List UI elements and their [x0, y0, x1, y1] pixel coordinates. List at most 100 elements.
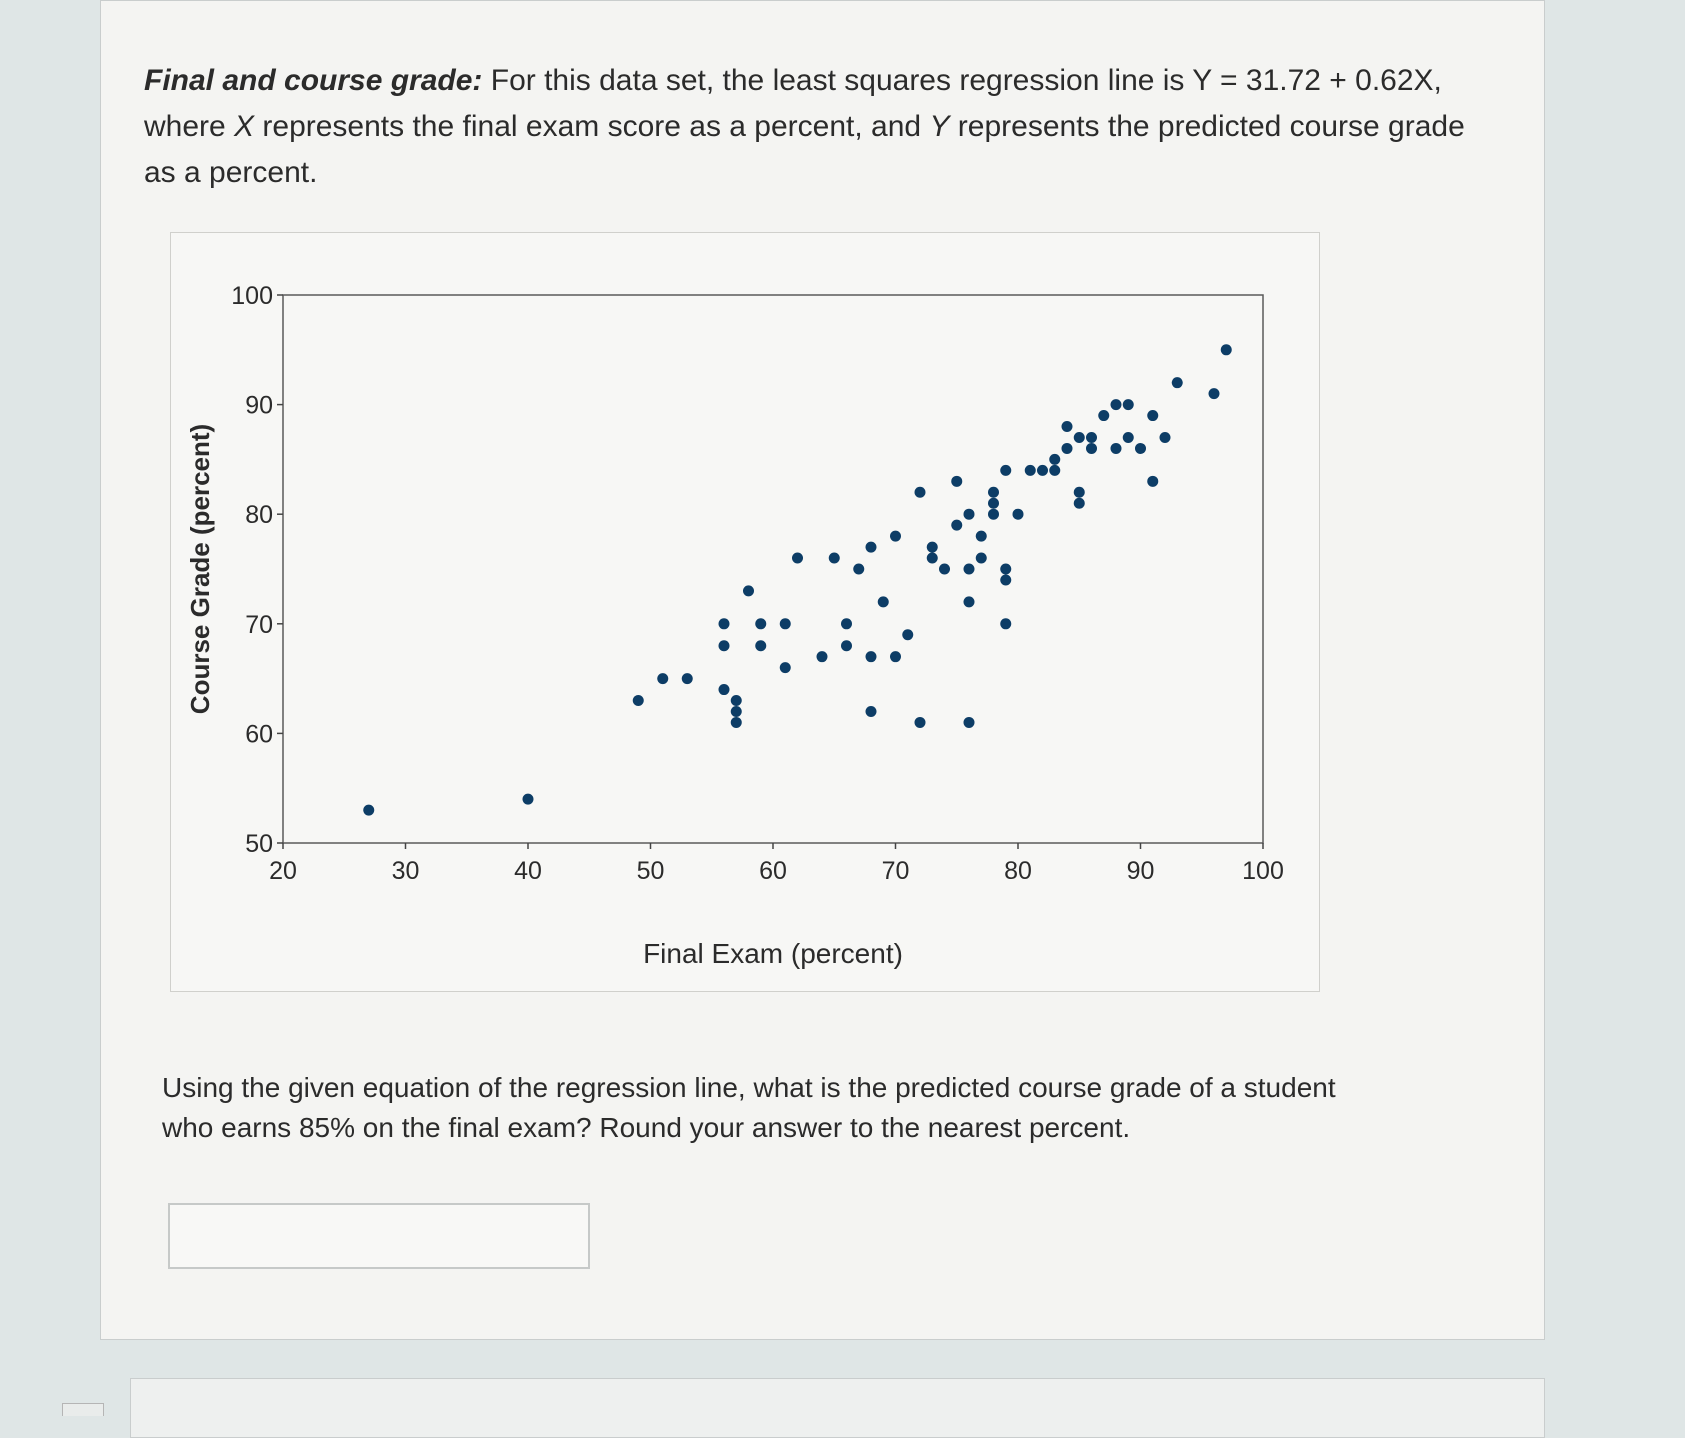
data-point: [902, 629, 914, 641]
data-point: [681, 673, 693, 685]
data-point: [841, 618, 852, 630]
x-tick-label: 40: [514, 857, 542, 885]
data-point: [1171, 377, 1183, 389]
data-point: [865, 705, 877, 717]
x-tick-label: 90: [1127, 857, 1155, 885]
data-point: [841, 640, 852, 652]
data-point: [951, 519, 963, 531]
data-point: [988, 497, 999, 509]
x-tick-label: 50: [637, 857, 665, 885]
data-point: [779, 662, 791, 674]
var-x: X: [234, 110, 255, 143]
data-point: [755, 640, 767, 652]
data-point: [914, 486, 926, 498]
data-point: [963, 508, 975, 520]
next-problem-panel: [130, 1378, 1545, 1438]
answer-input[interactable]: [168, 1203, 590, 1269]
data-point: [951, 475, 963, 487]
data-point: [1208, 388, 1220, 400]
data-point: [1061, 442, 1073, 454]
data-point: [828, 552, 840, 564]
x-tick-label: 80: [1004, 857, 1032, 885]
data-point: [1086, 442, 1097, 454]
y-tick-label: 70: [245, 611, 273, 639]
data-point: [865, 541, 877, 553]
data-point: [718, 640, 730, 652]
data-point: [1220, 344, 1232, 356]
x-axis-label: Final Exam (percent): [643, 938, 903, 969]
data-point: [975, 552, 987, 564]
data-point: [522, 793, 534, 805]
data-point: [816, 651, 828, 663]
y-tick-label: 90: [245, 392, 273, 420]
data-point: [718, 684, 730, 696]
data-point: [718, 618, 730, 630]
question-text: Using the given equation of the regressi…: [162, 1072, 1336, 1143]
data-point: [1110, 442, 1122, 454]
data-point: [988, 486, 999, 498]
y-axis-ticks: 50 60 70 80 90 100: [231, 282, 283, 858]
data-point: [926, 552, 938, 564]
data-point: [877, 596, 889, 608]
problem-title: Final and course grade:: [144, 64, 483, 97]
data-point: [1000, 618, 1012, 630]
data-point: [914, 716, 926, 728]
data-point: [1086, 431, 1097, 443]
data-points: [363, 344, 1232, 816]
data-point: [890, 530, 901, 542]
data-point: [1012, 508, 1024, 520]
x-tick-label: 60: [759, 857, 787, 885]
data-point: [1098, 410, 1110, 422]
y-tick-label: 50: [245, 830, 273, 858]
data-point: [755, 618, 767, 630]
problem-intro: Final and course grade: For this data se…: [144, 58, 1484, 196]
x-axis-ticks: 20 30 40 50 60 70 80 90 100: [269, 843, 1284, 885]
data-point: [1147, 410, 1159, 422]
x-tick-label: 70: [882, 857, 910, 885]
data-point: [1000, 563, 1012, 575]
data-point: [926, 541, 938, 553]
data-point: [1024, 464, 1036, 476]
x-tick-label: 100: [1242, 857, 1284, 885]
data-point: [792, 552, 803, 564]
data-point: [1000, 464, 1012, 476]
data-point: [1061, 421, 1073, 433]
data-point: [1073, 431, 1085, 443]
data-point: [939, 563, 950, 575]
data-point: [865, 651, 877, 663]
x-tick-label: 20: [269, 857, 297, 885]
scatter-figure: 50 60 70 80 90 100 20 30 40 50 60 70 80 90 100 Final …: [170, 232, 1320, 992]
var-y: Y: [929, 110, 950, 143]
data-point: [963, 716, 975, 728]
data-point: [632, 695, 644, 707]
intro-text-2: represents the final exam score as a per…: [254, 110, 930, 143]
data-point: [1122, 431, 1134, 443]
y-axis-label: Course Grade (percent): [185, 424, 215, 714]
data-point: [975, 530, 987, 542]
y-tick-label: 100: [231, 282, 273, 310]
data-point: [1147, 475, 1159, 487]
data-point: [730, 695, 742, 707]
intro-text-3: represents the predicted course grade as…: [144, 110, 1465, 189]
y-tick-label: 80: [245, 501, 273, 529]
panel-corner: [62, 1403, 104, 1416]
data-point: [743, 585, 754, 597]
plot-area: [282, 294, 1264, 844]
data-point: [779, 618, 791, 630]
data-point: [853, 563, 865, 575]
data-point: [730, 716, 742, 728]
data-point: [963, 563, 975, 575]
data-point: [963, 596, 975, 608]
data-point: [1159, 431, 1171, 443]
data-point: [1037, 464, 1048, 476]
y-tick-label: 60: [245, 720, 273, 748]
data-point: [1049, 464, 1061, 476]
data-point: [363, 804, 375, 816]
data-point: [657, 673, 669, 685]
data-point: [730, 705, 742, 717]
data-point: [1049, 453, 1061, 465]
data-point: [1000, 574, 1012, 586]
x-tick-label: 30: [392, 857, 420, 885]
data-point: [1073, 497, 1085, 509]
intro-text-1: For this data set, the least squares reg…: [144, 64, 1442, 143]
